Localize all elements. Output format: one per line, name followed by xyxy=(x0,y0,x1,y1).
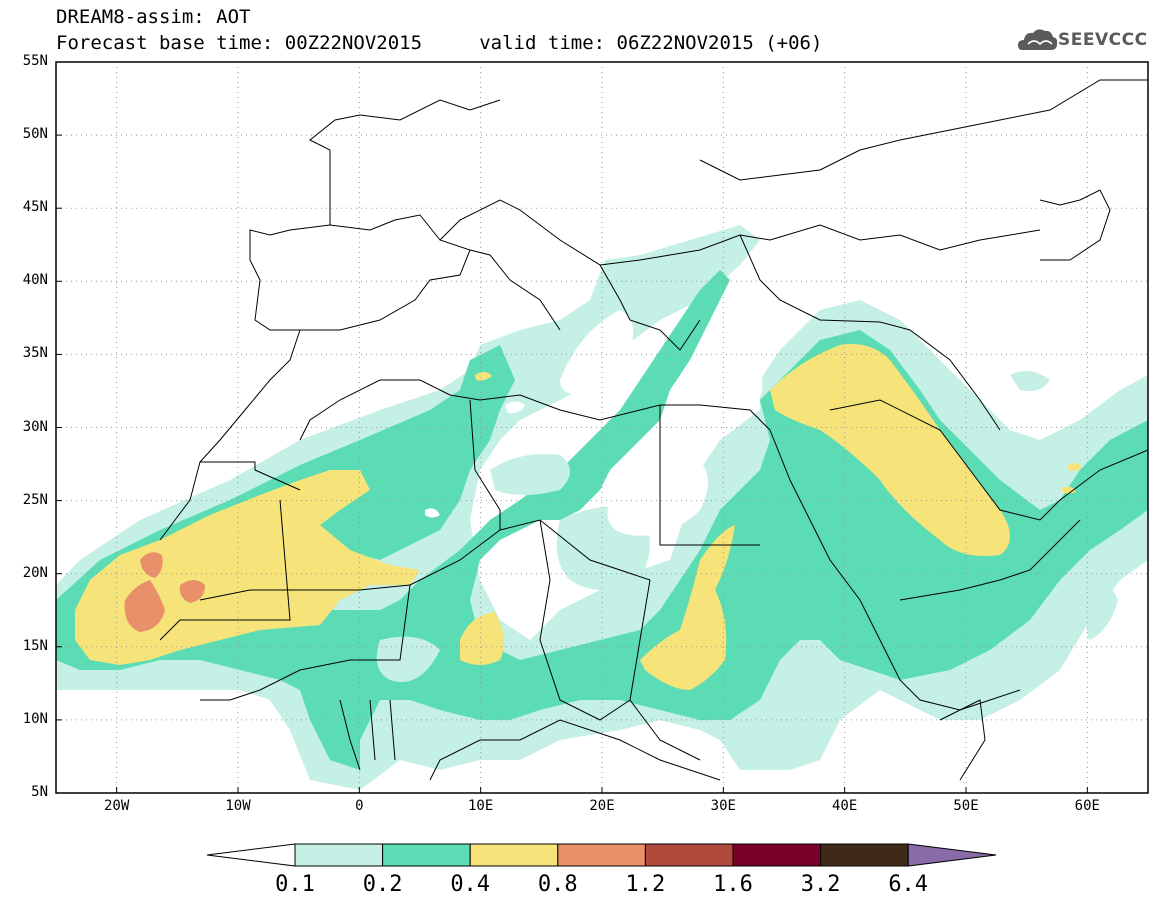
seevccc-logo xyxy=(1018,29,1058,50)
lat-label: 5N xyxy=(31,784,48,800)
lon-label: 0 xyxy=(355,798,364,814)
colorbar-upper-arrow xyxy=(907,843,997,867)
aot-layer-0.8 xyxy=(124,552,205,632)
colorbar-box xyxy=(732,843,822,867)
lat-label: 10N xyxy=(22,710,48,727)
lon-label: 10W xyxy=(225,798,251,814)
colorbar-threshold-label: 0.4 xyxy=(450,872,491,897)
colorbar-box xyxy=(294,843,384,867)
country-borders xyxy=(159,79,1148,781)
cloud-icon xyxy=(1018,29,1058,50)
logo-text: SEEVCCC xyxy=(1058,30,1148,50)
lat-label: 40N xyxy=(22,272,48,289)
colorbar-threshold-label: 0.2 xyxy=(362,872,403,897)
lon-label: 10E xyxy=(468,798,494,814)
lon-label: 20W xyxy=(104,798,130,814)
colorbar-threshold-label: 3.2 xyxy=(800,872,841,897)
lat-label: 45N xyxy=(22,199,48,216)
colorbar-threshold-label: 1.2 xyxy=(625,872,666,897)
colorbar-box xyxy=(469,843,559,867)
colorbar-threshold-label: 0.1 xyxy=(275,872,315,897)
lon-label: 60E xyxy=(1074,798,1100,814)
colorbar-box xyxy=(644,843,734,867)
lon-label: 30E xyxy=(710,798,736,814)
lat-label: 25N xyxy=(22,491,48,508)
map-title: DREAM8-assim: AOT xyxy=(56,6,251,28)
colorbar-threshold-label: 0.8 xyxy=(537,872,578,897)
colorbar-threshold-label: 6.4 xyxy=(888,872,929,897)
colorbar-threshold-label: 1.6 xyxy=(713,872,753,897)
lat-label: 35N xyxy=(22,345,48,362)
lon-label: 40E xyxy=(832,798,858,814)
colorbar-box xyxy=(557,843,646,867)
lat-label: 15N xyxy=(22,637,48,654)
colorbar-lower-arrow xyxy=(206,843,296,867)
lat-label: 30N xyxy=(22,418,48,435)
lon-label: 50E xyxy=(953,798,979,814)
lat-label: 55N xyxy=(22,53,48,69)
graticule xyxy=(56,62,1148,793)
colorbar-box xyxy=(382,843,471,867)
lat-label: 50N xyxy=(22,126,48,143)
lon-label: 20E xyxy=(589,798,615,814)
forecast-time-line: Forecast base time: 00Z22NOV2015 valid t… xyxy=(56,32,823,54)
lat-label: 20N xyxy=(22,564,48,581)
colorbar-box xyxy=(820,843,909,867)
